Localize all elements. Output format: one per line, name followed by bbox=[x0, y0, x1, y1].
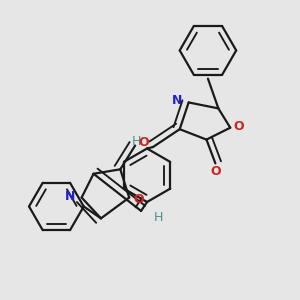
Text: N: N bbox=[172, 94, 182, 106]
Text: O: O bbox=[234, 120, 244, 133]
Text: H: H bbox=[154, 211, 164, 224]
Text: H: H bbox=[132, 135, 141, 148]
Text: O: O bbox=[139, 136, 149, 149]
Text: O: O bbox=[210, 165, 221, 178]
Text: N: N bbox=[65, 190, 76, 202]
Text: O: O bbox=[134, 193, 144, 206]
